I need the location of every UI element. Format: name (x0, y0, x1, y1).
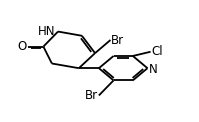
Text: N: N (149, 63, 158, 76)
Text: HN: HN (38, 25, 56, 38)
Text: O: O (17, 40, 26, 53)
Text: Br: Br (111, 34, 124, 46)
Text: Cl: Cl (151, 45, 163, 58)
Text: Br: Br (85, 89, 98, 102)
